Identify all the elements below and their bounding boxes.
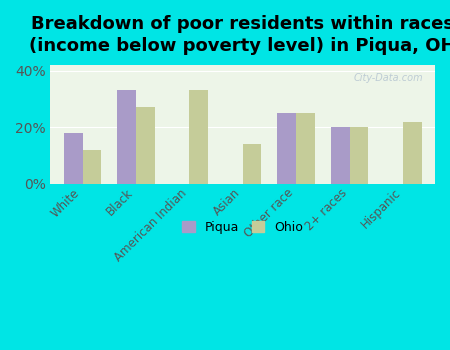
Bar [331, 127, 350, 184]
Bar [117, 91, 136, 184]
Bar [350, 127, 368, 184]
Bar [403, 121, 422, 184]
Bar [278, 113, 296, 184]
Bar [189, 91, 208, 184]
Text: City-Data.com: City-Data.com [354, 74, 423, 83]
Bar [296, 113, 315, 184]
Bar [64, 133, 82, 184]
Bar [243, 144, 261, 184]
Bar [82, 150, 101, 184]
Bar [136, 107, 155, 184]
Title: Breakdown of poor residents within races
(income below poverty level) in Piqua, : Breakdown of poor residents within races… [30, 15, 450, 55]
Legend: Piqua, Ohio: Piqua, Ohio [177, 216, 308, 239]
